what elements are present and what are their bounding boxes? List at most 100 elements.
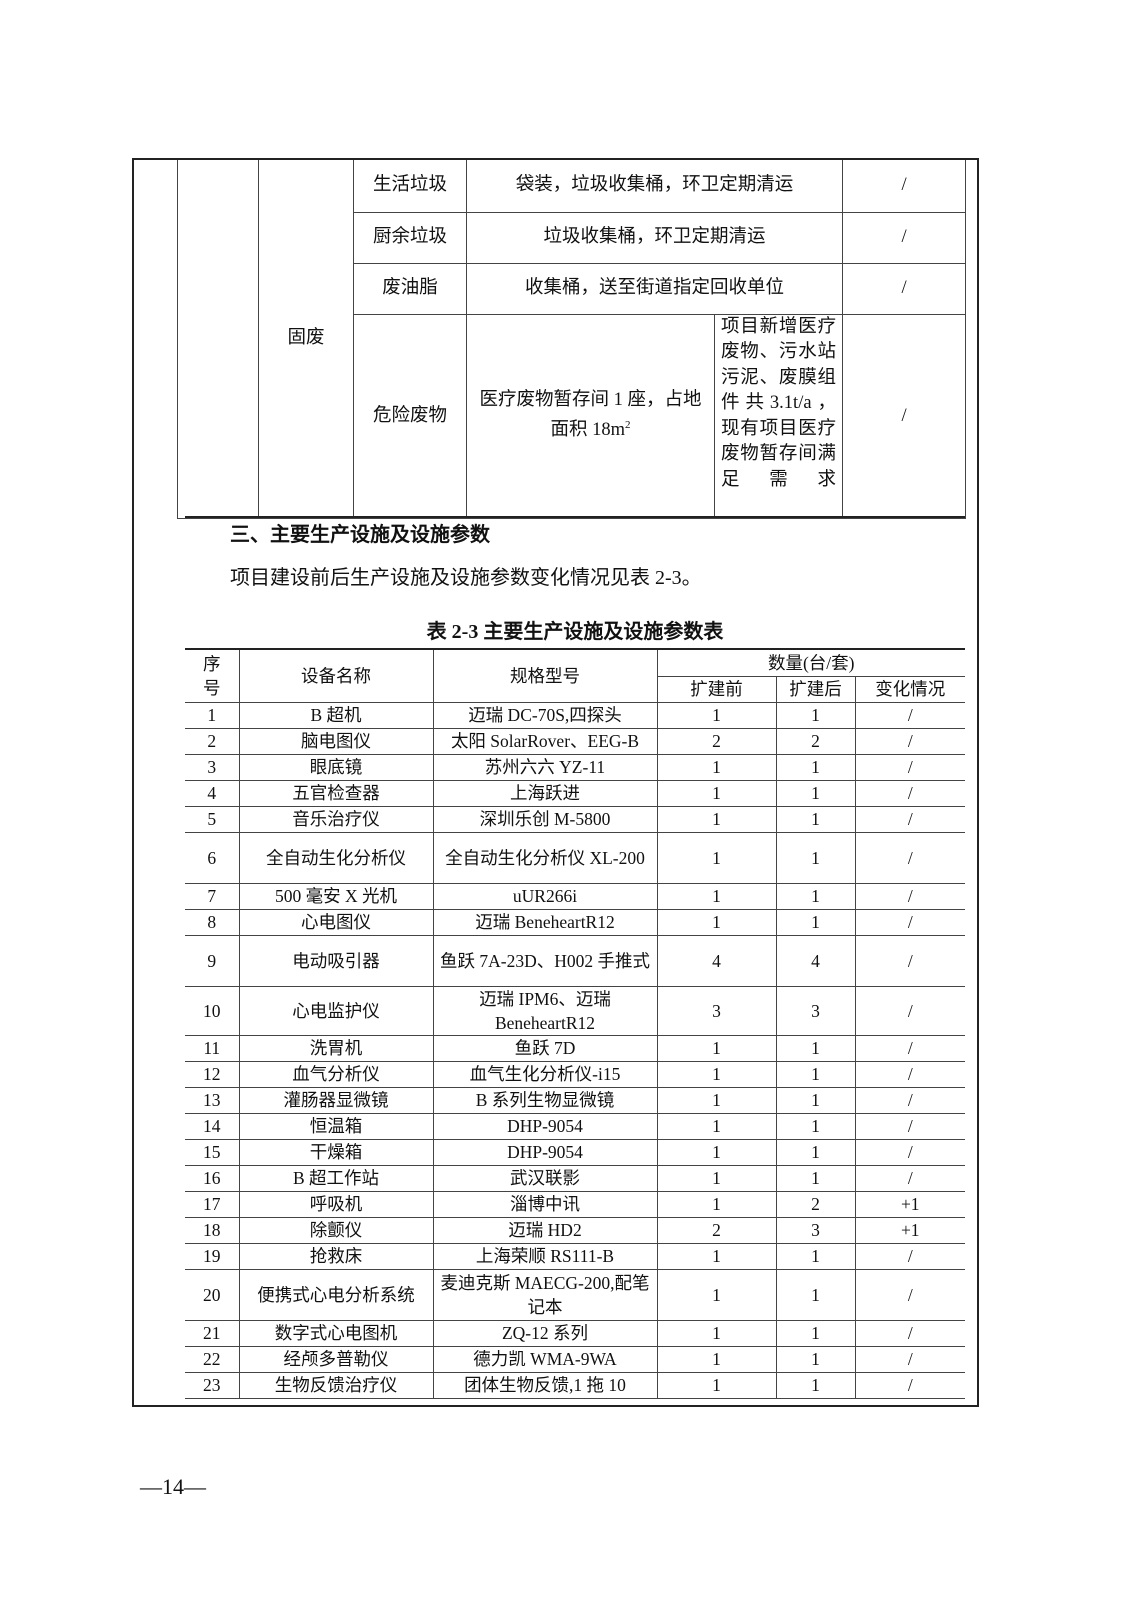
cell-name: 数字式心电图机 (238, 1319, 434, 1347)
table-row: 3 眼底镜 苏州六六 YZ-11 1 1/ (185, 753, 965, 781)
cell-name: 心电监护仪 (238, 985, 434, 1036)
cell-change: / (854, 1242, 965, 1270)
cell-change: / (854, 1164, 965, 1192)
cell-name: 眼底镜 (238, 753, 434, 781)
cell-before: 1 (656, 1164, 777, 1192)
cell-change: / (854, 1060, 965, 1088)
cell-change: / (854, 1345, 965, 1373)
cell-no: 10 (185, 985, 240, 1036)
table-row: 10 心电监护仪 迈瑞 IPM6、迈瑞 BeneheartR12 3 3/ (185, 985, 965, 1036)
cell-after: 3 (775, 985, 856, 1036)
page-frame (132, 158, 979, 1407)
header-model: 规格型号 (432, 648, 658, 703)
cell-model: 麦迪克斯 MAECG-200,配笔记本 (432, 1268, 658, 1321)
cell-before: 1 (656, 1034, 777, 1062)
cell-model: 深圳乐创 M-5800 (432, 805, 658, 833)
cell-model: 苏州六六 YZ-11 (432, 753, 658, 781)
cell-model: uUR266i (432, 882, 658, 910)
cell-before: 1 (656, 753, 777, 781)
header-quantity: 数量(台/套) (656, 648, 965, 677)
cell-no: 8 (185, 908, 240, 936)
cell-after: 1 (775, 882, 856, 910)
waste-change: / (842, 160, 967, 213)
cell-before: 1 (656, 1086, 777, 1114)
cell-after: 1 (775, 1060, 856, 1088)
header-after: 扩建后 (775, 675, 856, 703)
cell-after: 1 (775, 1371, 856, 1399)
table-row: 2 脑电图仪 太阳 SolarRover、EEG-B 2 2/ (185, 727, 965, 755)
cell-name: 便携式心电分析系统 (238, 1268, 434, 1321)
cell-after: 1 (775, 908, 856, 936)
cell-change: / (854, 831, 965, 884)
cell-before: 1 (656, 701, 777, 729)
table-row: 5 音乐治疗仪 深圳乐创 M-5800 1 1/ (185, 805, 965, 833)
cell-model: 太阳 SolarRover、EEG-B (432, 727, 658, 755)
table-row: 6 全自动生化分析仪 全自动生化分析仪 XL-200 1 1/ (185, 831, 965, 884)
cell-before: 1 (656, 1319, 777, 1347)
cell-after: 1 (775, 1138, 856, 1166)
cell-change: / (854, 1112, 965, 1140)
cell-no: 12 (185, 1060, 240, 1088)
cell-name: 恒温箱 (238, 1112, 434, 1140)
table-row: 厨余垃圾 垃圾收集桶，环卫定期清运 / (178, 211, 967, 264)
cell-model: 血气生化分析仪-i15 (432, 1060, 658, 1088)
header-row: 扩建前 扩建后 变化情况 (185, 675, 965, 703)
table-row: 4 五官检查器 上海跃进 1 1/ (185, 779, 965, 807)
cell-model: ZQ-12 系列 (432, 1319, 658, 1347)
waste-type: 废油脂 (353, 262, 467, 315)
cell-model: 武汉联影 (432, 1164, 658, 1192)
table-row: 16 B 超工作站 武汉联影 1 1/ (185, 1164, 965, 1192)
table-row: 21 数字式心电图机 ZQ-12 系列 1 1/ (185, 1319, 965, 1347)
cell-name: 心电图仪 (238, 908, 434, 936)
empty-cell (177, 160, 259, 519)
cell-model: 迈瑞 HD2 (432, 1216, 658, 1244)
header-row: 序号 设备名称 规格型号 数量(台/套) (185, 648, 965, 703)
cell-after: 1 (775, 1319, 856, 1347)
cell-model: DHP-9054 (432, 1138, 658, 1166)
cell-no: 22 (185, 1345, 240, 1373)
cell-name: 脑电图仪 (238, 727, 434, 755)
cell-change: / (854, 727, 965, 755)
cell-before: 2 (656, 1216, 777, 1244)
waste-change: / (842, 211, 967, 264)
cell-change: / (854, 985, 965, 1036)
cell-model: 德力凯 WMA-9WA (432, 1345, 658, 1373)
cell-no: 23 (185, 1371, 240, 1399)
cell-change: / (854, 1371, 965, 1399)
cell-name: 500 毫安 X 光机 (238, 882, 434, 910)
cell-no: 18 (185, 1216, 240, 1244)
header-name: 设备名称 (238, 648, 434, 703)
table-row: 19 抢救床 上海荣顺 RS111-B 1 1/ (185, 1242, 965, 1270)
cell-after: 1 (775, 1164, 856, 1192)
cell-before: 1 (656, 1242, 777, 1270)
cell-name: 生物反馈治疗仪 (238, 1371, 434, 1399)
table-row: 12 血气分析仪 血气生化分析仪-i15 1 1/ (185, 1060, 965, 1088)
cell-before: 1 (656, 1268, 777, 1321)
cell-model: 上海跃进 (432, 779, 658, 807)
waste-type: 危险废物 (353, 313, 467, 519)
cell-before: 1 (656, 779, 777, 807)
cell-change: / (854, 934, 965, 987)
cell-no: 6 (185, 831, 240, 884)
cell-model: 淄博中讯 (432, 1190, 658, 1218)
table-row: 13 灌肠器显微镜 B 系列生物显微镜 1 1/ (185, 1086, 965, 1114)
header-change: 变化情况 (854, 675, 965, 703)
category-cell: 固废 (258, 160, 354, 519)
waste-note: 项目新增医疗废物、污水站污泥、废膜组件共3.1t/a，现有项目医疗废物暂存间满足… (713, 313, 844, 519)
cell-after: 2 (775, 727, 856, 755)
cell-change: / (854, 701, 965, 729)
cell-after: 1 (775, 753, 856, 781)
cell-change: / (854, 1034, 965, 1062)
cell-no: 21 (185, 1319, 240, 1347)
cell-name: 抢救床 (238, 1242, 434, 1270)
cell-after: 3 (775, 1216, 856, 1244)
cell-before: 1 (656, 1371, 777, 1399)
table-row: 固废 生活垃圾 袋装，垃圾收集桶，环卫定期清运 / (177, 160, 967, 519)
section-heading: 三、主要生产设施及设施参数 (230, 524, 490, 546)
cell-no: 20 (185, 1268, 240, 1321)
cell-change: / (854, 1086, 965, 1114)
cell-model: 鱼跃 7A-23D、H002 手推式 (432, 934, 658, 987)
header-before: 扩建前 (657, 675, 777, 703)
cell-before: 1 (656, 1060, 777, 1088)
